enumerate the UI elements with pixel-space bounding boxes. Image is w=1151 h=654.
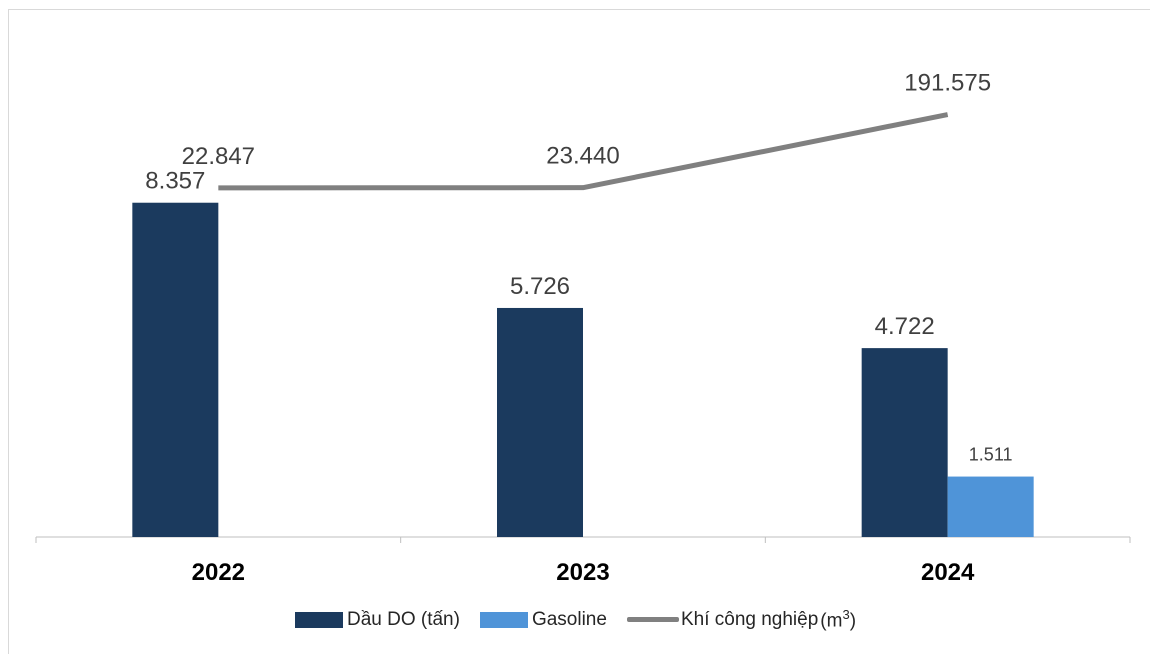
data-label-khi-cong-nghiep: 191.575 [904, 70, 991, 97]
line-khi-cong-nghiep [218, 112, 949, 191]
bar-dau-do [861, 348, 948, 537]
bar-dau-do [132, 202, 219, 537]
legend-item-khi-cong-nghiep[interactable]: Khí công nghiệp (m3) [626, 607, 857, 632]
data-label-dau-do: 4.722 [875, 313, 935, 340]
chart-frame [8, 9, 1150, 654]
data-label-khi-cong-nghiep: 22.847 [182, 143, 255, 170]
legend-unit-exponent: 3 [842, 607, 850, 623]
x-tick-label: 2022 [192, 559, 245, 586]
data-label-dau-do: 5.726 [510, 273, 570, 300]
legend-item-dau-do[interactable]: Dầu DO (tấn) [294, 609, 460, 631]
legend-unit-base: m [826, 610, 843, 632]
legend-swatch-gasoline [479, 612, 528, 628]
legend-label-khi-cong-nghiep: Khí công nghiệp [680, 608, 819, 630]
legend-item-gasoline[interactable]: Gasoline [479, 609, 607, 631]
data-label-gasoline: 1.511 [969, 445, 1013, 465]
legend-swatch-dau-do [294, 612, 343, 628]
data-label-khi-cong-nghiep: 23.440 [546, 143, 619, 170]
x-tick-label: 2024 [921, 559, 975, 586]
chart-legend: Dầu DO (tấn) Gasoline Khí công nghiệp (m… [0, 604, 1151, 636]
bar-gasoline [947, 476, 1034, 537]
legend-swatch-khi-cong-nghiep [626, 617, 679, 623]
legend-label-gasoline: Gasoline [531, 609, 607, 630]
legend-unit-khi-cong-nghiep: (m3) [820, 607, 857, 632]
data-label-dau-do: 8.357 [145, 168, 205, 195]
x-tick-label: 2023 [556, 559, 609, 586]
bar-dau-do [497, 307, 583, 537]
legend-label-dau-do: Dầu DO (tấn) [346, 609, 460, 630]
